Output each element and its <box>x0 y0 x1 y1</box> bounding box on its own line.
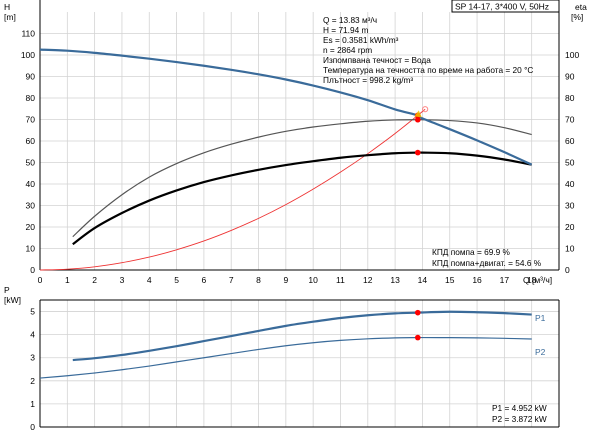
power-axis-label: P <box>4 285 10 295</box>
duty-triangle-marker <box>414 110 422 118</box>
duty-annotation: Плътност = 998.2 kg/m³ <box>323 75 413 85</box>
chart-title: SP 14-17, 3*400 V, 50Hz <box>455 2 549 12</box>
series-line-eta-total <box>72 151 532 246</box>
y-tick-label: 60 <box>26 136 36 146</box>
x-tick-label: 18 <box>527 275 537 285</box>
y-axis-unit: [m] <box>4 12 16 22</box>
y-tick-label: 10 <box>26 244 36 254</box>
power-tick-label: 2 <box>30 376 35 386</box>
y2-tick-label: 80 <box>565 93 575 103</box>
x-tick-label: 0 <box>38 275 43 285</box>
duty-annotation: Изпомпвана течност = Вода <box>323 55 431 65</box>
y-tick-label: 70 <box>26 115 36 125</box>
y2-tick-label: 60 <box>565 136 575 146</box>
x-axis-label: Q [м³/ч] <box>523 275 552 285</box>
power-tick-label: 5 <box>30 307 35 317</box>
title-box <box>451 0 560 13</box>
power-annotation: P1 = 4.952 kW <box>492 403 547 413</box>
y-tick-label: 30 <box>26 201 36 211</box>
y2-axis-unit: [%] <box>571 12 583 22</box>
y-tick-label: 20 <box>26 222 36 232</box>
power-tick-label: 1 <box>30 399 35 409</box>
y-tick-label: 40 <box>26 179 36 189</box>
y2-tick-label: 30 <box>565 201 575 211</box>
x-tick-label: 1 <box>65 275 70 285</box>
duty-annotation: Температура на течността по време на раб… <box>323 65 533 75</box>
power-axis-unit: [kW] <box>4 295 21 305</box>
power-tick-label: 4 <box>30 330 35 340</box>
efficiency-label: КПД помпа+двигат. = 54.6 % <box>432 258 542 268</box>
x-tick-label: 3 <box>120 275 125 285</box>
series-line-system <box>39 108 426 271</box>
y-tick-label: 80 <box>26 93 36 103</box>
x-tick-label: 11 <box>336 275 345 285</box>
x-tick-label: 6 <box>202 275 207 285</box>
system-end-marker <box>422 106 429 113</box>
x-tick-label: 7 <box>229 275 234 285</box>
y2-axis-label: eta <box>575 2 587 12</box>
y2-tick-label: 90 <box>565 72 575 82</box>
duty-point-marker <box>414 309 421 316</box>
duty-annotation: Es = 0.3581 kWh/m³ <box>323 35 399 45</box>
duty-point-marker <box>414 116 421 123</box>
y2-tick-label: 70 <box>565 115 575 125</box>
series-line-p1 <box>72 310 532 362</box>
series-line-h <box>39 48 533 166</box>
y-axis-label: H <box>4 2 10 12</box>
series-line-eta-pump <box>72 119 532 238</box>
x-tick-label: 13 <box>390 275 400 285</box>
x-tick-label: 9 <box>283 275 288 285</box>
duty-annotation: Q = 13.83 м³/ч <box>323 15 377 25</box>
x-tick-label: 12 <box>363 275 373 285</box>
power-annotation: P2 = 3.872 kW <box>492 414 547 424</box>
y-tick-label: 90 <box>26 72 36 82</box>
y2-tick-label: 50 <box>565 158 575 168</box>
power-tick-label: 3 <box>30 353 35 363</box>
power-tick-label: 0 <box>30 422 35 432</box>
x-tick-label: 14 <box>418 275 428 285</box>
y-tick-label: 0 <box>30 265 35 275</box>
x-tick-label: 10 <box>308 275 318 285</box>
y2-tick-label: 0 <box>565 265 570 275</box>
duty-point-marker <box>414 149 421 156</box>
x-tick-label: 4 <box>147 275 152 285</box>
duty-point-marker <box>414 334 421 341</box>
x-tick-label: 17 <box>500 275 510 285</box>
x-tick-label: 8 <box>256 275 261 285</box>
duty-annotation: H = 71.94 m <box>323 25 369 35</box>
y-tick-label: 50 <box>26 158 36 168</box>
duty-annotation: n = 2864 rpm <box>323 45 372 55</box>
series-line-p2 <box>39 336 532 379</box>
x-tick-label: 16 <box>472 275 482 285</box>
x-tick-label: 2 <box>92 275 97 285</box>
y2-tick-label: 10 <box>565 244 575 254</box>
y2-tick-label: 40 <box>565 179 575 189</box>
y2-tick-label: 100 <box>565 50 579 60</box>
y-tick-label: 110 <box>21 29 35 39</box>
y2-tick-label: 20 <box>565 222 575 232</box>
efficiency-label: КПД помпа = 69.9 % <box>432 247 511 257</box>
series-label-p2: P2 <box>535 347 546 357</box>
x-tick-label: 15 <box>445 275 455 285</box>
y-tick-label: 100 <box>21 50 35 60</box>
series-label-p1: P1 <box>535 313 546 323</box>
x-tick-label: 5 <box>174 275 179 285</box>
